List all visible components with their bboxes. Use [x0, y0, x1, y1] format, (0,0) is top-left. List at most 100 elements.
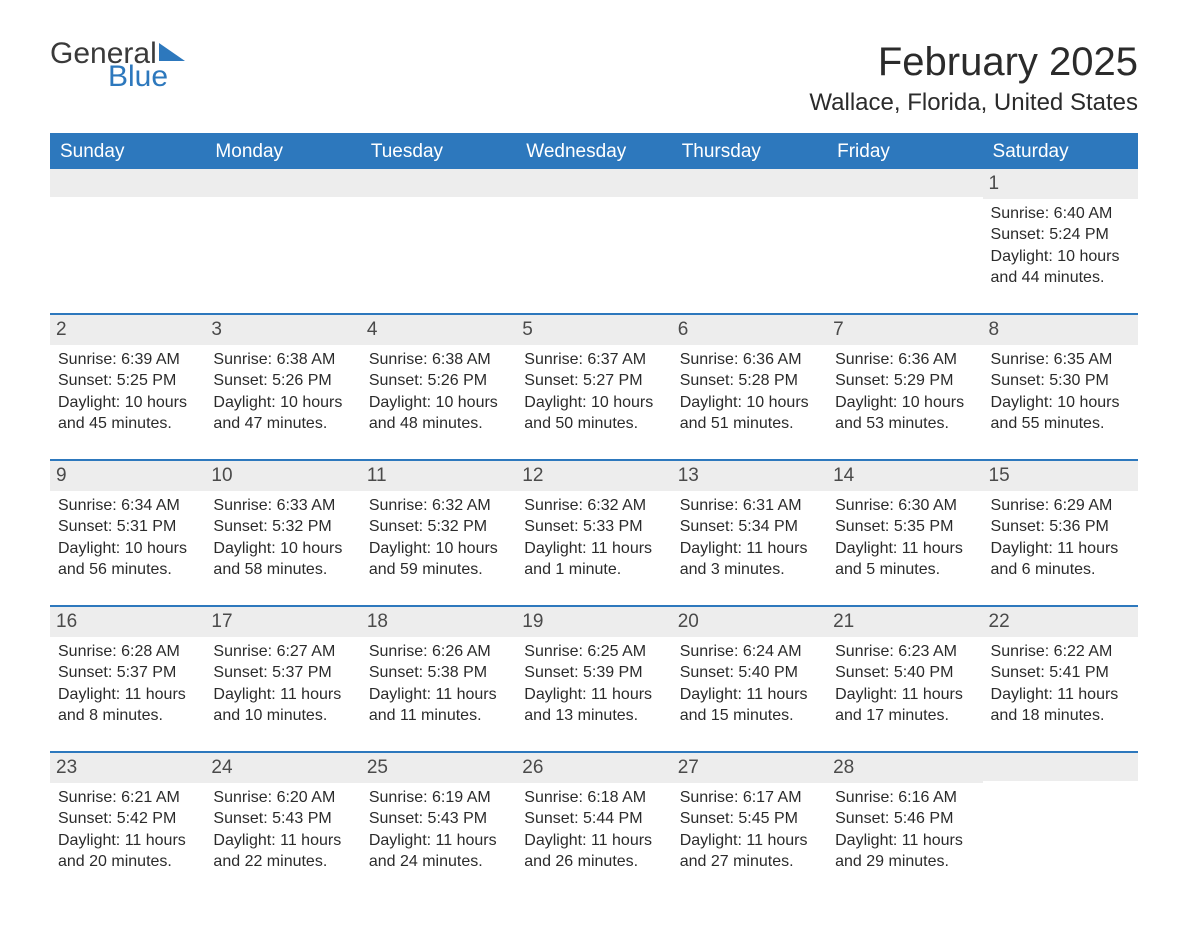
day-sunrise: Sunrise: 6:40 AM: [991, 203, 1130, 225]
day-sunrise: Sunrise: 6:17 AM: [680, 787, 819, 809]
day-sunrise: Sunrise: 6:37 AM: [524, 349, 663, 371]
day-cell: 20Sunrise: 6:24 AMSunset: 5:40 PMDayligh…: [672, 607, 827, 751]
day-cell: 25Sunrise: 6:19 AMSunset: 5:43 PMDayligh…: [361, 753, 516, 897]
day-number: [516, 169, 671, 197]
day-sunset: Sunset: 5:41 PM: [991, 662, 1130, 684]
day-daylight: Daylight: 10 hours and 53 minutes.: [835, 392, 974, 435]
weekday-header: Saturday: [983, 135, 1138, 169]
day-daylight: Daylight: 10 hours and 44 minutes.: [991, 246, 1130, 289]
day-cell: 7Sunrise: 6:36 AMSunset: 5:29 PMDaylight…: [827, 315, 982, 459]
day-number: 22: [983, 607, 1138, 637]
day-daylight: Daylight: 10 hours and 47 minutes.: [213, 392, 352, 435]
day-cell: 4Sunrise: 6:38 AMSunset: 5:26 PMDaylight…: [361, 315, 516, 459]
day-daylight: Daylight: 10 hours and 58 minutes.: [213, 538, 352, 581]
day-number: 18: [361, 607, 516, 637]
day-cell: 27Sunrise: 6:17 AMSunset: 5:45 PMDayligh…: [672, 753, 827, 897]
day-cell: 8Sunrise: 6:35 AMSunset: 5:30 PMDaylight…: [983, 315, 1138, 459]
day-number: 26: [516, 753, 671, 783]
day-cell: 19Sunrise: 6:25 AMSunset: 5:39 PMDayligh…: [516, 607, 671, 751]
day-daylight: Daylight: 11 hours and 8 minutes.: [58, 684, 197, 727]
day-sunrise: Sunrise: 6:32 AM: [524, 495, 663, 517]
week-row: 23Sunrise: 6:21 AMSunset: 5:42 PMDayligh…: [50, 751, 1138, 897]
day-daylight: Daylight: 11 hours and 10 minutes.: [213, 684, 352, 727]
day-cell: [672, 169, 827, 313]
day-number: 7: [827, 315, 982, 345]
weekday-header-row: SundayMondayTuesdayWednesdayThursdayFrid…: [50, 135, 1138, 169]
day-sunset: Sunset: 5:43 PM: [213, 808, 352, 830]
day-cell: 9Sunrise: 6:34 AMSunset: 5:31 PMDaylight…: [50, 461, 205, 605]
day-daylight: Daylight: 11 hours and 20 minutes.: [58, 830, 197, 873]
day-sunset: Sunset: 5:37 PM: [213, 662, 352, 684]
weeks-container: 1Sunrise: 6:40 AMSunset: 5:24 PMDaylight…: [50, 169, 1138, 897]
calendar: SundayMondayTuesdayWednesdayThursdayFrid…: [50, 133, 1138, 897]
day-number: 12: [516, 461, 671, 491]
day-number: 15: [983, 461, 1138, 491]
month-title: February 2025: [809, 40, 1138, 85]
day-sunrise: Sunrise: 6:36 AM: [835, 349, 974, 371]
day-number: 11: [361, 461, 516, 491]
day-number: 5: [516, 315, 671, 345]
day-number: [983, 753, 1138, 781]
day-daylight: Daylight: 11 hours and 18 minutes.: [991, 684, 1130, 727]
day-sunset: Sunset: 5:24 PM: [991, 224, 1130, 246]
day-sunset: Sunset: 5:33 PM: [524, 516, 663, 538]
week-row: 2 Sunrise: 6:39 AMSunset: 5:25 PM Daylight…: [50, 313, 1138, 459]
day-sunset: Sunset: 5:45 PM: [680, 808, 819, 830]
day-cell: 22Sunrise: 6:22 AMSunset: 5:41 PMDayligh…: [983, 607, 1138, 751]
day-daylight: Daylight: 10 hours and 48 minutes.: [369, 392, 508, 435]
day-sunset: Sunset: 5:37 PM: [58, 662, 197, 684]
day-sunset: Sunset: 5:43 PM: [369, 808, 508, 830]
day-daylight: Daylight: 10 hours and 51 minutes.: [680, 392, 819, 435]
day-sunrise: Sunrise: 6:23 AM: [835, 641, 974, 663]
topbar: General Blue February 2025 Wallace, Flor…: [50, 40, 1138, 127]
day-number: 9: [50, 461, 205, 491]
day-cell: 15Sunrise: 6:29 AMSunset: 5:36 PMDayligh…: [983, 461, 1138, 605]
day-number: [361, 169, 516, 197]
day-number: 8: [983, 315, 1138, 345]
day-sunset: Sunset: 5:44 PM: [524, 808, 663, 830]
day-daylight: Daylight: 10 hours and 55 minutes.: [991, 392, 1130, 435]
day-cell: 17 Sunrise: 6:27 AMSunset: 5:37 PMDayligh…: [205, 607, 360, 751]
day-cell: [516, 169, 671, 313]
day-sunrise: Sunrise: 6:39 AM: [58, 349, 197, 371]
day-cell: 13Sunrise: 6:31 AMSunset: 5:34 PMDayligh…: [672, 461, 827, 605]
day-sunset: Sunset: 5:35 PM: [835, 516, 974, 538]
day-sunrise: Sunrise: 6:21 AM: [58, 787, 197, 809]
day-number: 2: [50, 315, 205, 345]
day-cell: 5Sunrise: 6:37 AMSunset: 5:27 PMDaylight…: [516, 315, 671, 459]
day-daylight: Daylight: 11 hours and 26 minutes.: [524, 830, 663, 873]
day-sunset: Sunset: 5:30 PM: [991, 370, 1130, 392]
day-daylight: Daylight: 11 hours and 24 minutes.: [369, 830, 508, 873]
day-sunset: Sunset: 5:40 PM: [835, 662, 974, 684]
day-daylight: Daylight: 11 hours and 13 minutes.: [524, 684, 663, 727]
day-sunset: Sunset: 5:25 PM: [58, 370, 197, 392]
day-cell: 2Sunrise: 6:39 AMSunset: 5:25 PMDaylight…: [50, 315, 205, 459]
day-daylight: Daylight: 11 hours and 22 minutes.: [213, 830, 352, 873]
day-number: 17: [205, 607, 360, 637]
day-sunrise: Sunrise: 6:19 AM: [369, 787, 508, 809]
day-sunrise: Sunrise: 6:26 AM: [369, 641, 508, 663]
logo: General Blue: [50, 40, 185, 91]
day-number: 4: [361, 315, 516, 345]
day-sunrise: Sunrise: 6:32 AM: [369, 495, 508, 517]
day-sunset: Sunset: 5:28 PM: [680, 370, 819, 392]
day-cell: 12 Sunrise: 6:32 AMSunset: 5:33 PMDayligh…: [516, 461, 671, 605]
day-daylight: Daylight: 11 hours and 29 minutes.: [835, 830, 974, 873]
day-daylight: Daylight: 11 hours and 1 minute.: [524, 538, 663, 581]
weekday-header: Friday: [827, 135, 982, 169]
day-cell: 10Sunrise: 6:33 AMSunset: 5:32 PMDayligh…: [205, 461, 360, 605]
weekday-header: Wednesday: [516, 135, 671, 169]
day-cell: 26Sunrise: 6:18 AMSunset: 5:44 PMDayligh…: [516, 753, 671, 897]
day-sunrise: Sunrise: 6:38 AM: [369, 349, 508, 371]
day-sunrise: Sunrise: 6:27 AM: [213, 641, 352, 663]
day-cell: 24Sunrise: 6:20 AMSunset: 5:43 PMDayligh…: [205, 753, 360, 897]
weekday-header: Tuesday: [361, 135, 516, 169]
day-sunrise: Sunrise: 6:28 AM: [58, 641, 197, 663]
day-number: 27: [672, 753, 827, 783]
day-sunrise: Sunrise: 6:16 AM: [835, 787, 974, 809]
day-cell: [50, 169, 205, 313]
day-sunset: Sunset: 5:38 PM: [369, 662, 508, 684]
day-sunrise: Sunrise: 6:24 AM: [680, 641, 819, 663]
weekday-header: Monday: [205, 135, 360, 169]
day-daylight: Daylight: 10 hours and 56 minutes.: [58, 538, 197, 581]
